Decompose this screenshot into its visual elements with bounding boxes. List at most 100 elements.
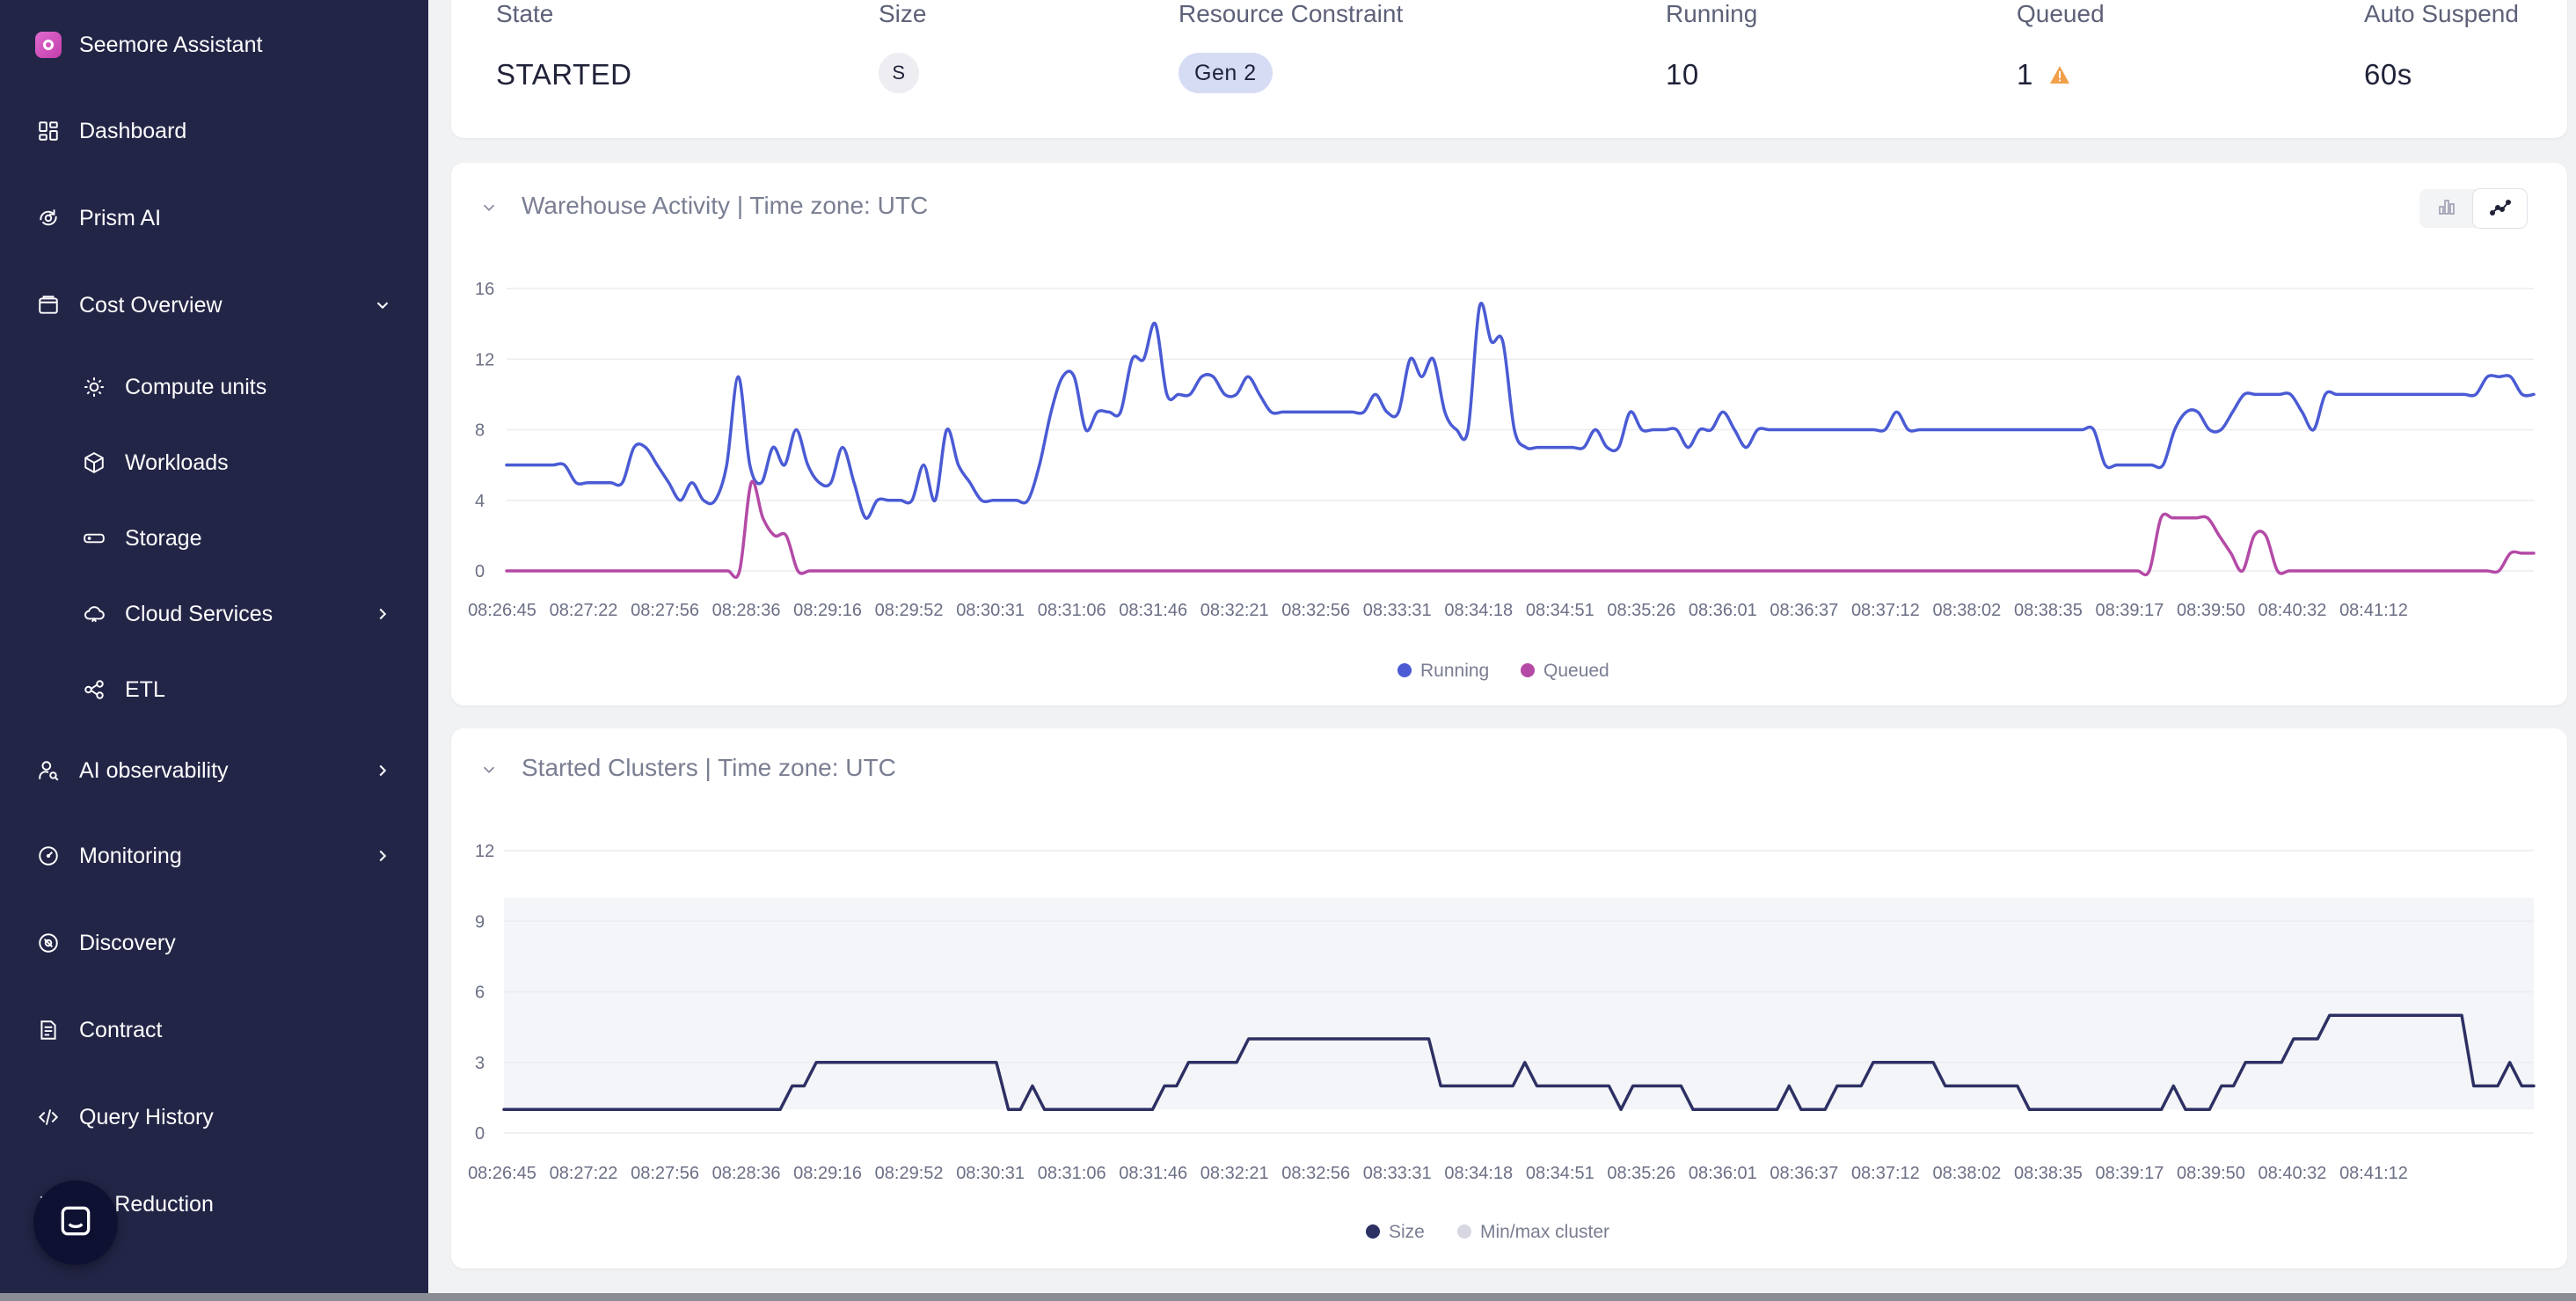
warning-icon[interactable]: [2049, 58, 2070, 91]
sidebar-item-label: Workloads: [125, 450, 229, 475]
y-tick-label: 9: [475, 912, 485, 932]
chart-type-toggle: [2419, 189, 2527, 228]
sidebar-item-label: AI observability: [79, 757, 229, 783]
chevron-right-icon[interactable]: [369, 601, 396, 627]
sidebar-item-label: ETL: [125, 676, 165, 702]
gauge-icon: [35, 843, 62, 869]
chevron-right-icon[interactable]: [369, 757, 396, 784]
x-tick-label: 08:38:35: [2014, 1164, 2083, 1183]
x-tick-label: 08:38:35: [2014, 601, 2083, 620]
running-column: Running 10: [1666, 0, 1757, 91]
x-tick-label: 08:28:36: [712, 1164, 781, 1183]
sidebar-item-compute-units[interactable]: Compute units: [0, 356, 428, 418]
x-tick-label: 08:37:12: [1851, 601, 1920, 620]
y-tick-label: 4: [475, 492, 485, 511]
x-tick-label: 08:40:32: [2259, 1164, 2327, 1183]
activity-chart-title: Warehouse Activity | Time zone: UTC: [522, 192, 929, 219]
sidebar-item-ai-observability[interactable]: AI observability: [0, 740, 428, 801]
main-content: State STARTED Size S Resource Constraint…: [428, 0, 2576, 1301]
contract-icon: [35, 1017, 62, 1043]
chevron-down-icon[interactable]: [369, 292, 396, 318]
x-tick-label: 08:34:18: [1444, 1164, 1513, 1183]
x-tick-label: 08:29:16: [793, 1164, 862, 1183]
x-tick-label: 08:34:51: [1526, 601, 1594, 620]
sidebar-item-prism-ai[interactable]: Prism AI: [0, 187, 428, 249]
running-header: Running: [1666, 0, 1758, 27]
sidebar-item-query-history[interactable]: Query History: [0, 1086, 428, 1148]
sidebar-item-workloads[interactable]: Workloads: [0, 432, 428, 493]
warehouse-activity-chart: 0 4 8 12 16 08:26:45 08:27:22 08:27:56 08:28:36 0…: [468, 280, 2536, 681]
cloud-icon: [81, 601, 107, 627]
x-tick-label: 08:37:12: [1851, 1164, 1920, 1183]
y-tick-label: 16: [475, 280, 494, 299]
x-tick-label: 08:32:56: [1281, 601, 1350, 620]
x-tick-label: 08:31:46: [1119, 601, 1187, 620]
bar-chart-icon: [2436, 196, 2457, 222]
x-tick-label: 08:39:50: [2177, 601, 2245, 620]
queued-value: 1: [2017, 58, 2033, 91]
sidebar-item-cloud-services[interactable]: Cloud Services: [0, 583, 428, 645]
sidebar: Seemore Assistant Dashboard Prism AI Cos…: [0, 0, 428, 1301]
prism-icon: [35, 205, 62, 231]
chevron-right-icon[interactable]: [369, 843, 396, 869]
sidebar-item-label: Discovery: [79, 930, 176, 955]
x-tick-label: 08:39:17: [2096, 1164, 2164, 1183]
y-tick-label: 0: [475, 562, 485, 581]
queued-column: Queued 1: [2017, 0, 2105, 91]
legend-marker: [1366, 1224, 1380, 1239]
line-chart-icon: [2489, 196, 2512, 222]
x-tick-label: 08:32:21: [1200, 601, 1269, 620]
queued-header: Queued: [2017, 0, 2105, 27]
wallet-icon: [35, 292, 62, 318]
x-tick-label: 08:26:45: [468, 601, 536, 620]
auto-suspend-header: Auto Suspend: [2364, 0, 2519, 27]
line-chart-toggle[interactable]: [2473, 189, 2527, 228]
collapse-chevron-icon[interactable]: [476, 756, 502, 783]
sidebar-item-label: Compute units: [125, 374, 267, 399]
x-tick-label: 08:36:01: [1689, 601, 1757, 620]
x-tick-label: 08:28:36: [712, 601, 781, 620]
seemore-logo-icon: [35, 32, 62, 58]
x-tick-label: 08:38:02: [1932, 1164, 2001, 1183]
warehouse-info-card: State STARTED Size S Resource Constraint…: [451, 0, 2567, 138]
sidebar-item-monitoring[interactable]: Monitoring: [0, 825, 428, 887]
x-tick-label: 08:29:52: [875, 601, 944, 620]
x-tick-label: 08:34:51: [1526, 1164, 1594, 1183]
sidebar-item-storage[interactable]: Storage: [0, 508, 428, 569]
sidebar-item-cost-overview[interactable]: Cost Overview: [0, 274, 428, 336]
y-tick-label: 12: [475, 842, 494, 861]
x-tick-label: 08:34:18: [1444, 601, 1513, 620]
storage-icon: [81, 525, 107, 552]
x-tick-label: 08:36:37: [1770, 601, 1838, 620]
sidebar-item-label: Storage: [125, 525, 202, 551]
sidebar-item-etl[interactable]: ETL: [0, 659, 428, 720]
x-tick-label: 08:27:22: [550, 601, 618, 620]
sidebar-brand-label: Seemore Assistant: [79, 32, 263, 57]
discovery-icon: [35, 930, 62, 956]
code-icon: [35, 1104, 62, 1130]
sidebar-brand[interactable]: Seemore Assistant: [0, 14, 428, 76]
cube-icon: [81, 450, 107, 476]
x-tick-label: 08:39:50: [2177, 1164, 2245, 1183]
state-header: State: [496, 0, 554, 27]
y-tick-label: 8: [475, 421, 485, 441]
state-value: STARTED: [496, 58, 632, 91]
grid-icon: [35, 118, 62, 144]
sidebar-item-discovery[interactable]: Discovery: [0, 912, 428, 974]
x-tick-label: 08:40:32: [2259, 601, 2327, 620]
collapse-chevron-icon[interactable]: [476, 194, 502, 221]
x-tick-label: 08:27:56: [631, 601, 699, 620]
x-tick-label: 08:27:56: [631, 1164, 699, 1183]
bar-chart-toggle[interactable]: [2419, 189, 2473, 228]
legend-label: Queued: [1543, 661, 1609, 681]
chat-launcher-button[interactable]: [33, 1180, 118, 1265]
sidebar-item-contract[interactable]: Contract: [0, 999, 428, 1061]
legend-label: Min/max cluster: [1480, 1222, 1609, 1242]
sidebar-item-label: Contract: [79, 1017, 163, 1042]
x-tick-label: 08:31:06: [1038, 601, 1106, 620]
bottom-scroll-strip: [0, 1293, 2576, 1301]
x-tick-label: 08:36:01: [1689, 1164, 1757, 1183]
sidebar-item-dashboard[interactable]: Dashboard: [0, 100, 428, 162]
running-value: 10: [1666, 58, 1699, 91]
x-tick-label: 08:39:17: [2096, 601, 2164, 620]
